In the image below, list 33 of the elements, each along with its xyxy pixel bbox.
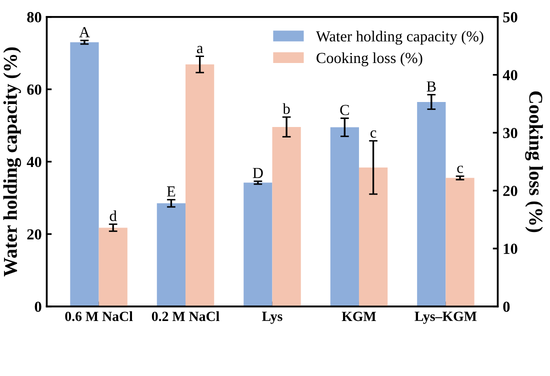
y2-tick-label: 30 — [503, 128, 518, 138]
y2-axis-title: Cooking loss (%) — [525, 91, 543, 232]
y2-tick-label: 50 — [503, 12, 518, 22]
data-label: b — [282, 103, 290, 114]
y2-tick-label: 40 — [502, 70, 518, 80]
x-tick-label: KGM — [342, 312, 376, 322]
y-tick-label: 80 — [27, 12, 42, 22]
data-label: A — [79, 27, 90, 38]
x-tick-label: 0.2 M NaCl — [152, 311, 220, 322]
y2-tick-label: 20 — [503, 186, 518, 196]
legend-label: Water holding capacity (%) — [316, 30, 484, 45]
data-label: D — [252, 168, 263, 178]
x-tick-label: Lys — [262, 312, 282, 324]
data-label: E — [166, 186, 176, 196]
data-label: C — [340, 104, 349, 116]
data-label: d — [110, 210, 117, 222]
y-tick-label: 60 — [27, 84, 42, 95]
y-tick-label: 0 — [34, 302, 42, 312]
y-tick-label: 40 — [26, 156, 42, 168]
y2-tick-label: 10 — [504, 244, 518, 254]
legend-label: Cooking loss (%) — [316, 52, 422, 66]
x-tick-label: Lys–KGM — [414, 312, 477, 324]
y-tick-label: 20 — [27, 229, 42, 240]
data-label: a — [196, 46, 204, 54]
bar — [98, 228, 128, 306]
bar — [70, 42, 99, 306]
bar — [186, 64, 214, 306]
y-axis-title: Water holding capacity (%) — [3, 47, 22, 277]
data-label: c — [370, 130, 376, 138]
y2-tick-label: 0 — [503, 302, 510, 312]
data-label: c — [457, 166, 463, 174]
data-label: B — [426, 81, 436, 92]
x-tick-label: 0.6 M NaCl — [65, 311, 133, 322]
